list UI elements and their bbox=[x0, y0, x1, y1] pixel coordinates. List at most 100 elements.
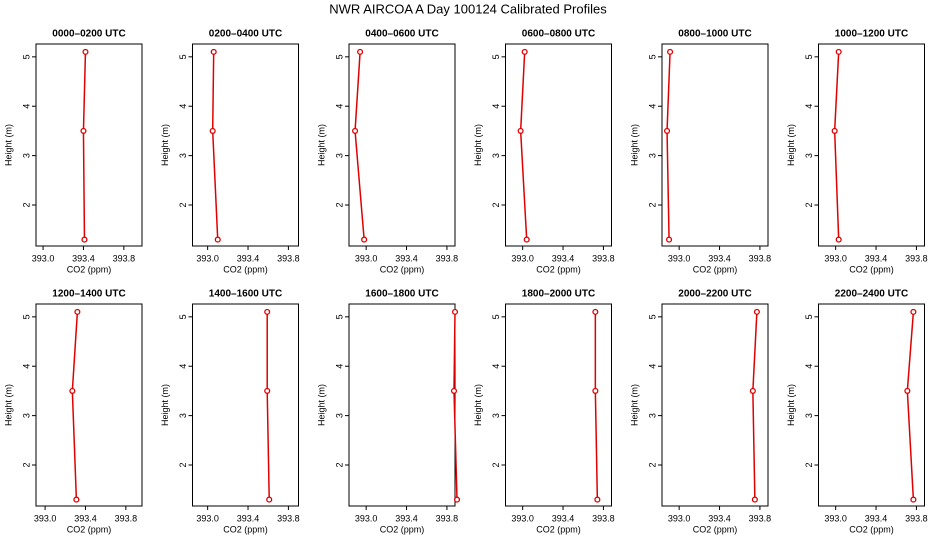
x-axis-label: CO2 (ppm) bbox=[536, 264, 581, 274]
x-tick-label: 393.4 bbox=[552, 253, 575, 263]
profile-line bbox=[82, 51, 87, 240]
data-point bbox=[753, 308, 760, 315]
y-tick-label: 2 bbox=[491, 462, 501, 467]
y-tick-label: 5 bbox=[178, 54, 188, 59]
data-point bbox=[592, 308, 599, 315]
data-point bbox=[357, 48, 364, 55]
x-tick-label: 393.8 bbox=[905, 513, 928, 523]
panel: 0000–0200 UTC 393.0 393.4 393.8 2 3 4 5 CO2 (ppm… bbox=[3, 29, 143, 274]
plot-box bbox=[192, 43, 299, 247]
y-tick-label: 4 bbox=[647, 364, 657, 369]
y-tick-label: 4 bbox=[21, 104, 31, 109]
panel: 2000–2200 UTC 393.0 393.4 393.8 2 3 4 5 CO2 (ppm… bbox=[629, 289, 771, 535]
plot-box bbox=[818, 43, 925, 247]
y-tick-label: 5 bbox=[804, 54, 814, 59]
panel: 0200–0400 UTC 393.0 393.4 393.8 2 3 4 5 CO2 (ppm… bbox=[160, 29, 300, 275]
y-tick-label: 2 bbox=[21, 462, 31, 467]
x-tick-label: 393.0 bbox=[511, 513, 534, 523]
panel: 0400–0600 UTC 393.0 393.4 393.8 2 3 4 5 CO2 (ppm… bbox=[316, 29, 458, 275]
y-axis-label: Height (m) bbox=[786, 124, 796, 166]
y-tick-label: 4 bbox=[334, 364, 344, 369]
data-point bbox=[667, 48, 674, 55]
data-point bbox=[751, 496, 758, 503]
x-tick-label: 393.0 bbox=[355, 513, 378, 523]
x-tick-label: 393.4 bbox=[237, 513, 260, 523]
data-point bbox=[666, 236, 673, 243]
y-tick-label: 2 bbox=[804, 462, 814, 467]
x-axis-label: CO2 (ppm) bbox=[67, 524, 112, 534]
plot-box bbox=[661, 43, 769, 247]
y-tick-label: 2 bbox=[647, 462, 657, 467]
data-point bbox=[266, 496, 273, 503]
x-tick-label: 393.0 bbox=[34, 513, 57, 523]
x-tick-label: 393.4 bbox=[395, 513, 418, 523]
panel-title: 2000–2200 UTC bbox=[678, 289, 751, 300]
x-tick-label: 393.8 bbox=[749, 253, 772, 263]
profile-line bbox=[833, 51, 840, 240]
x-axis-label: CO2 (ppm) bbox=[223, 524, 268, 534]
y-axis-label: Height (m) bbox=[473, 124, 483, 166]
y-tick-label: 5 bbox=[334, 54, 344, 59]
y-axis-label: Height (m) bbox=[629, 124, 639, 166]
panel: 0800–1000 UTC 393.0 393.4 393.8 2 3 4 5 CO2 (ppm… bbox=[629, 29, 771, 275]
data-point bbox=[264, 387, 271, 394]
data-point bbox=[835, 48, 842, 55]
y-axis-label: Height (m) bbox=[629, 384, 639, 426]
panel: 1000–1200 UTC 393.0 393.4 393.8 2 3 4 5 CO2 (ppm… bbox=[786, 29, 928, 275]
x-tick-label: 393.0 bbox=[668, 253, 691, 263]
plot-box bbox=[505, 303, 612, 507]
panel: 1600–1800 UTC 393.0 393.4 393.8 2 3 4 5 CO2 (ppm… bbox=[316, 289, 461, 534]
data-point bbox=[73, 496, 80, 503]
panel-title: 1800–2000 UTC bbox=[522, 289, 595, 300]
panel-title: 0400–0600 UTC bbox=[365, 29, 438, 40]
panel-title: 0600–0800 UTC bbox=[522, 29, 595, 40]
y-tick-label: 3 bbox=[647, 413, 657, 418]
x-tick-label: 393.4 bbox=[74, 513, 97, 523]
x-tick-label: 393.8 bbox=[592, 513, 615, 523]
x-axis-label: CO2 (ppm) bbox=[849, 524, 894, 534]
y-tick-label: 4 bbox=[491, 364, 501, 369]
y-tick-label: 3 bbox=[21, 153, 31, 158]
x-tick-label: 393.8 bbox=[115, 513, 138, 523]
y-tick-label: 4 bbox=[334, 104, 344, 109]
plot-box bbox=[35, 43, 143, 247]
data-point bbox=[210, 48, 217, 55]
y-axis-label: Height (m) bbox=[473, 384, 483, 426]
y-tick-label: 5 bbox=[21, 314, 31, 319]
data-point bbox=[209, 127, 216, 134]
data-point bbox=[904, 387, 911, 394]
data-point bbox=[81, 236, 88, 243]
y-tick-label: 3 bbox=[334, 413, 344, 418]
data-point bbox=[82, 48, 89, 55]
y-tick-label: 5 bbox=[334, 314, 344, 319]
y-axis-label: Height (m) bbox=[316, 384, 326, 426]
x-axis-label: CO2 (ppm) bbox=[67, 264, 112, 274]
x-tick-label: 393.8 bbox=[436, 253, 459, 263]
y-tick-label: 3 bbox=[178, 413, 188, 418]
page-title: NWR AIRCOA A Day 100124 Calibrated Profi… bbox=[329, 1, 607, 16]
y-tick-label: 2 bbox=[21, 202, 31, 207]
data-point bbox=[80, 127, 87, 134]
y-tick-label: 2 bbox=[334, 202, 344, 207]
profile-line bbox=[71, 311, 79, 500]
data-point bbox=[451, 308, 459, 315]
x-axis-label: CO2 (ppm) bbox=[849, 264, 894, 274]
panel-title: 0800–1000 UTC bbox=[678, 29, 751, 40]
panel: 1800–2000 UTC 393.0 393.4 393.8 2 3 4 5 CO2 (ppm… bbox=[473, 289, 615, 535]
profile-line bbox=[519, 51, 528, 240]
profile-line bbox=[354, 51, 365, 240]
y-tick-label: 3 bbox=[178, 153, 188, 158]
data-point bbox=[523, 236, 530, 243]
x-tick-label: 393.4 bbox=[708, 513, 731, 523]
plot-box bbox=[818, 303, 925, 507]
x-tick-label: 393.0 bbox=[355, 253, 378, 263]
x-axis-label: CO2 (ppm) bbox=[693, 264, 738, 274]
plot-box bbox=[661, 303, 769, 507]
y-tick-label: 3 bbox=[804, 413, 814, 418]
data-point bbox=[835, 236, 842, 243]
x-tick-label: 393.0 bbox=[824, 253, 847, 263]
data-point bbox=[69, 387, 76, 394]
panel: 2200–2400 UTC 393.0 393.4 393.8 2 3 4 5 CO2 (ppm… bbox=[786, 289, 928, 535]
profile-line bbox=[266, 311, 270, 500]
